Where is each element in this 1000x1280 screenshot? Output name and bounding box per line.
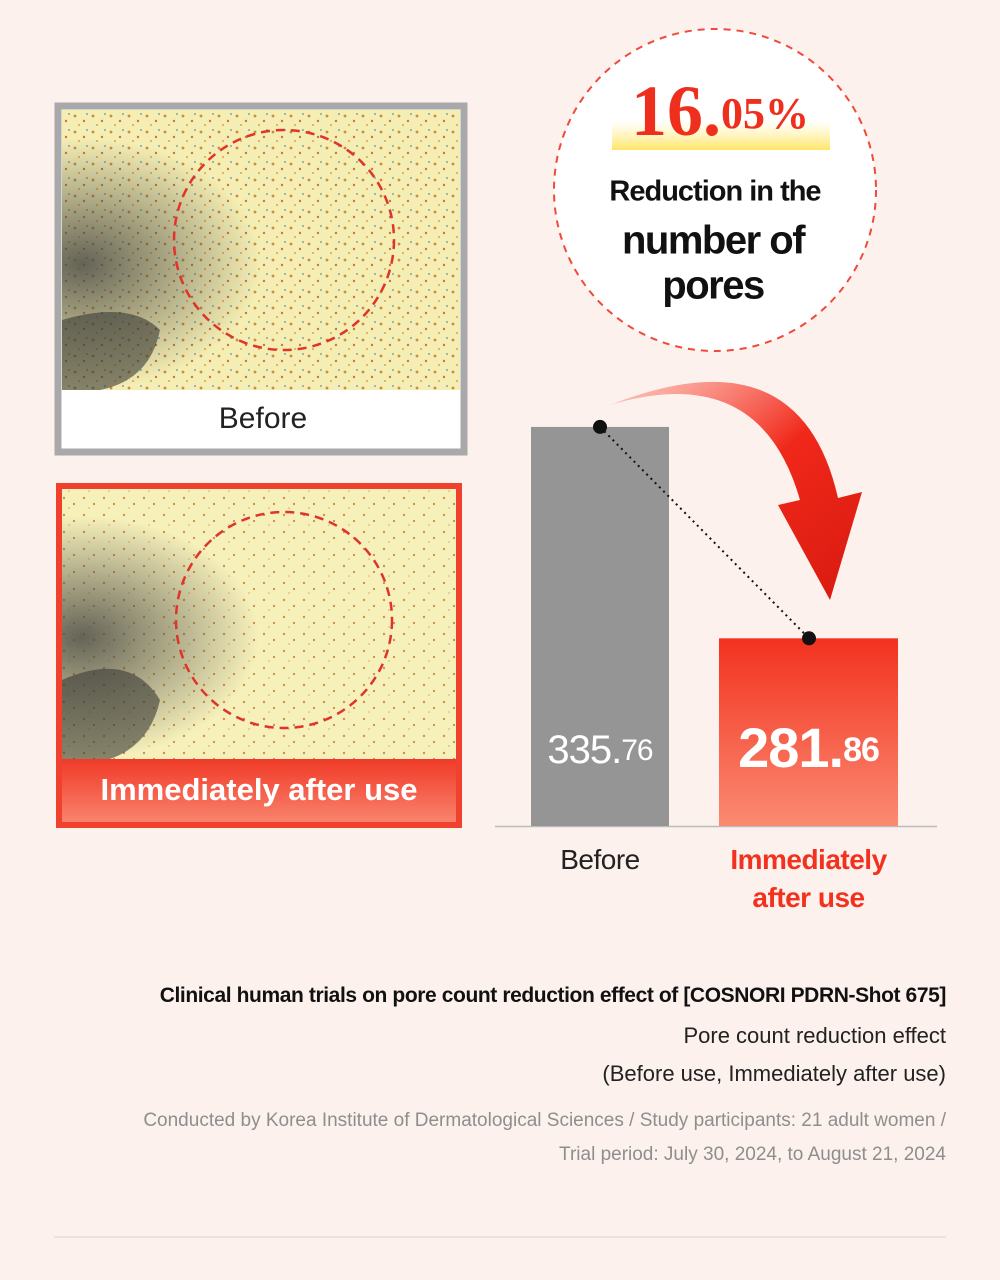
footer-note: Conducted by Korea Institute of Dermatol…	[143, 1110, 946, 1131]
bar	[531, 426, 669, 826]
highlight-circle	[172, 128, 396, 352]
footer-note: Trial period: July 30, 2024, to August 2…	[559, 1144, 946, 1165]
footer-title: Clinical human trials on pore count redu…	[159, 984, 947, 1007]
footer-text: Pore count reduction effect	[683, 1023, 946, 1048]
category-label: Immediately after use	[730, 844, 887, 913]
highlight-circle	[174, 510, 394, 730]
category-label: Before	[560, 844, 640, 875]
photo-shadow	[62, 668, 160, 759]
photo-shadow	[62, 312, 160, 390]
footer-text: (Before use, Immediately after use)	[602, 1061, 946, 1086]
badge-text: number of	[622, 219, 806, 263]
badge-circle	[553, 28, 877, 352]
bar-dot	[593, 419, 607, 434]
connector	[599, 426, 810, 640]
arrow	[610, 381, 862, 600]
bar	[719, 638, 898, 826]
value-label: 281.86	[738, 716, 879, 779]
highlight	[612, 120, 830, 150]
bar-dot	[802, 631, 816, 646]
badge-percent: 16.05%	[631, 71, 809, 151]
label-band	[62, 759, 456, 822]
bar-chart: 335.76 281.86	[531, 419, 898, 826]
badge-text: pores	[662, 264, 764, 308]
photo-label: Immediately after use	[100, 772, 417, 807]
photo-label: Before	[219, 402, 307, 435]
value-label: 335.76	[547, 728, 653, 772]
badge-text: Reduction in the	[609, 176, 821, 208]
